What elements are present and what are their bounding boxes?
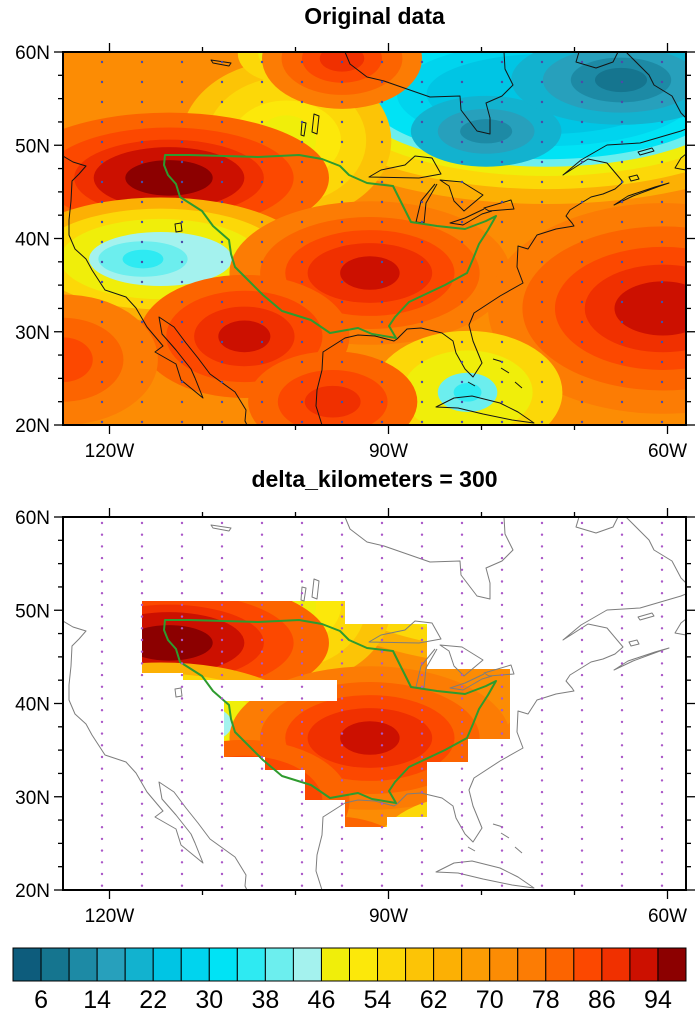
colorbar-tick-label: 22 [139, 986, 167, 1014]
lat-tick-label: 40N [15, 230, 50, 251]
coastlines [63, 52, 686, 425]
basin-outline [163, 619, 497, 804]
axis-labels: 60N 50N 40N 30N 20N 120W 90W 60W [15, 508, 687, 927]
colorbar-tick-label: 46 [308, 986, 336, 1014]
colorbar-tick-label: 6 [34, 986, 48, 1014]
lat-tick-label: 60N [15, 508, 50, 529]
lon-tick-label: 90W [369, 906, 408, 927]
colorbar-tick-label: 78 [532, 986, 560, 1014]
lat-tick-label: 30N [15, 323, 50, 344]
lon-tick-label: 120W [85, 441, 135, 462]
colorbar-tick-label: 62 [420, 986, 448, 1014]
lat-tick-label: 50N [15, 601, 50, 622]
basin-outline [163, 154, 497, 339]
colorbar-tick-label: 94 [644, 986, 672, 1014]
colorbar-boxes [12, 947, 687, 982]
axis-ticks [54, 508, 695, 899]
colorbar-tick-label: 14 [83, 986, 111, 1014]
lat-tick-label: 20N [15, 881, 50, 902]
grid-dots [100, 521, 664, 887]
map-panel-regridded: 60N 50N 40N 30N 20N 120W 90W 60W [15, 508, 695, 927]
lat-tick-label: 50N [15, 136, 50, 157]
lat-tick-label: 40N [15, 695, 50, 716]
colorbar-labels: 6 14 22 30 38 46 54 62 70 78 86 94 [34, 986, 672, 1014]
coastlines [63, 517, 686, 890]
lon-tick-label: 60W [648, 441, 687, 462]
axis-ticks [54, 43, 695, 434]
lon-tick-label: 120W [85, 906, 135, 927]
colorbar-tick-label: 70 [476, 986, 504, 1014]
lat-tick-label: 60N [15, 43, 50, 64]
map-panel-original: 60N 50N 40N 30N 20N 120W 90W 60W [15, 43, 695, 462]
axis-labels: 60N 50N 40N 30N 20N 120W 90W 60W [15, 43, 687, 462]
contour-field [63, 52, 686, 425]
colorbar-tick-label: 30 [195, 986, 223, 1014]
lat-tick-label: 30N [15, 788, 50, 809]
grid-dots [100, 60, 664, 424]
lat-tick-label: 20N [15, 416, 50, 437]
panel1-title: Original data [304, 3, 445, 29]
lon-tick-label: 60W [648, 906, 687, 927]
colorbar-tick-label: 86 [588, 986, 616, 1014]
colorbar-tick-label: 38 [251, 986, 279, 1014]
panel2-title: delta_kilometers = 300 [251, 466, 498, 492]
colorbar: 6 14 22 30 38 46 54 62 70 78 86 94 [12, 947, 687, 1014]
lon-tick-label: 90W [369, 441, 408, 462]
colorbar-tick-label: 54 [364, 986, 392, 1014]
contour-field [142, 601, 510, 827]
